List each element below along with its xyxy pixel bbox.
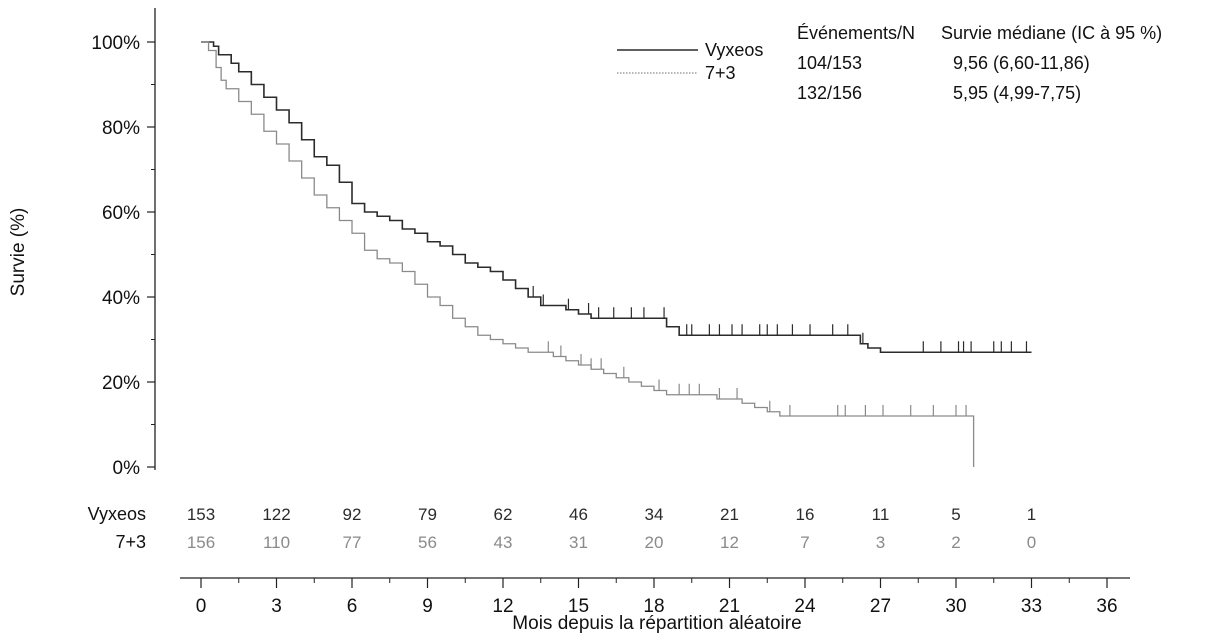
x-tick-label: 30 bbox=[945, 596, 966, 617]
risk-count: 77 bbox=[343, 533, 362, 552]
stats-row-vyxeos-events: 104/153 bbox=[797, 53, 862, 73]
risk-count: 156 bbox=[187, 533, 215, 552]
y-tick-label: 100% bbox=[91, 33, 140, 54]
risk-count: 3 bbox=[876, 533, 885, 552]
legend: Vyxeos 7+3 bbox=[617, 40, 763, 83]
risk-count: 110 bbox=[263, 533, 290, 552]
risk-count: 5 bbox=[951, 505, 960, 524]
risk-count: 31 bbox=[569, 533, 588, 552]
risk-count: 0 bbox=[1027, 533, 1036, 552]
risk-count: 92 bbox=[343, 505, 362, 524]
y-tick-label: 0% bbox=[113, 458, 141, 479]
x-tick-label: 24 bbox=[794, 596, 816, 617]
x-axis-title: Mois depuis la répartition aléatoire bbox=[512, 613, 801, 634]
legend-label-7plus3: 7+3 bbox=[705, 63, 736, 83]
risk-count: 34 bbox=[645, 505, 664, 524]
risk-count: 11 bbox=[872, 505, 890, 524]
x-tick-label: 33 bbox=[1021, 596, 1042, 617]
risk-count: 153 bbox=[187, 505, 215, 524]
risk-count: 7 bbox=[800, 533, 809, 552]
risk-count: 2 bbox=[951, 533, 960, 552]
risk-count: 1 bbox=[1027, 505, 1036, 524]
y-tick-label: 80% bbox=[102, 118, 140, 139]
y-axis-ticks: 0% 20% 40% 60% 80% 100% bbox=[91, 33, 155, 479]
stats-header-events: Événements/N bbox=[797, 23, 915, 43]
x-tick-label: 9 bbox=[422, 596, 433, 617]
x-tick-label: 3 bbox=[271, 596, 282, 617]
x-tick-label: 27 bbox=[870, 596, 891, 617]
risk-count: 20 bbox=[645, 533, 664, 552]
risk-count: 43 bbox=[494, 533, 513, 552]
stats-row-7plus3-events: 132/156 bbox=[797, 83, 862, 103]
x-tick-label: 15 bbox=[568, 596, 589, 617]
x-tick-label: 36 bbox=[1096, 596, 1117, 617]
risk-row-label: Vyxeos bbox=[88, 504, 146, 524]
series-line-vyxeos bbox=[201, 41, 1032, 354]
risk-count: 12 bbox=[720, 533, 739, 552]
x-tick-label: 18 bbox=[643, 596, 664, 617]
risk-count: 16 bbox=[796, 505, 815, 524]
y-tick-label: 60% bbox=[102, 203, 140, 224]
y-tick-label: 40% bbox=[102, 288, 140, 309]
stats-row-7plus3-median: 5,95 (4,99-7,75) bbox=[953, 83, 1081, 103]
x-tick-label: 0 bbox=[196, 596, 207, 617]
stats-row-vyxeos-median: 9,56 (6,60-11,86) bbox=[953, 53, 1090, 73]
risk-count: 79 bbox=[418, 505, 437, 524]
risk-count: 122 bbox=[262, 505, 290, 524]
y-axis-title: Survie (%) bbox=[8, 208, 29, 297]
risk-count: 46 bbox=[569, 505, 588, 524]
series-layer bbox=[201, 41, 1032, 467]
risk-count: 56 bbox=[418, 533, 437, 552]
stats-header-median: Survie médiane (IC à 95 %) bbox=[941, 23, 1162, 43]
risk-row-label: 7+3 bbox=[115, 532, 146, 552]
legend-label-vyxeos: Vyxeos bbox=[705, 40, 763, 60]
stats-table: Événements/N Survie médiane (IC à 95 %) … bbox=[797, 23, 1162, 103]
series-line-7plus3 bbox=[201, 41, 975, 467]
y-tick-label: 20% bbox=[102, 373, 140, 394]
x-tick-label: 12 bbox=[492, 596, 513, 617]
risk-table: Vyxeos 153 122 92 79 62 46 34 21 16 11 5 17+3 156 110 7… bbox=[88, 504, 1037, 552]
x-tick-label: 6 bbox=[347, 596, 358, 617]
risk-count: 62 bbox=[494, 505, 513, 524]
x-axis-ticks: 0 3 6 9 12 15 18 21 24 27 30 33 36 bbox=[196, 578, 1118, 617]
risk-count: 21 bbox=[720, 505, 739, 524]
x-tick-label: 21 bbox=[719, 596, 740, 617]
